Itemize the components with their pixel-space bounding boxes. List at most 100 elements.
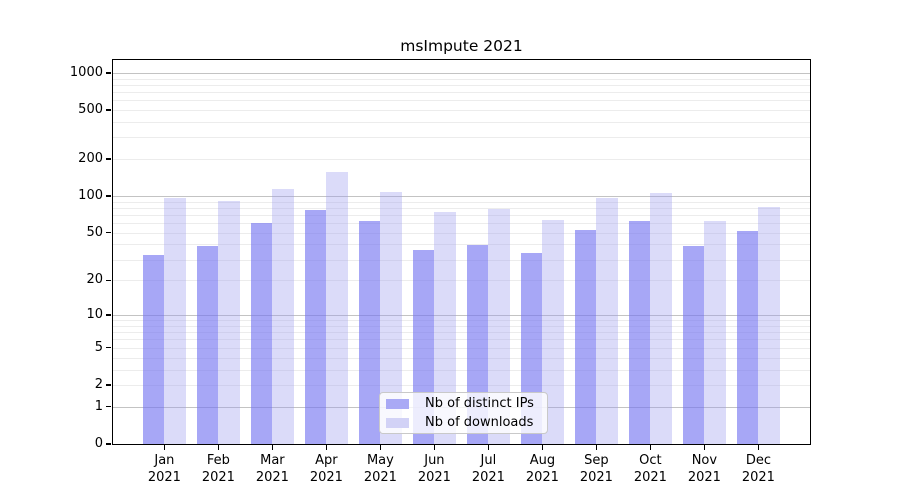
x-tick-mark	[217, 445, 220, 450]
y-tick-label: 10	[86, 307, 103, 323]
x-tick-label-jan: Jan 2021	[147, 453, 181, 485]
x-tick-label-mar: Mar 2021	[255, 453, 289, 485]
bar-downloads-jul	[488, 209, 510, 444]
legend-label: Nb of distinct IPs	[425, 396, 534, 411]
legend-item: Nb of downloads	[386, 413, 541, 432]
y-tick-mark	[106, 109, 111, 111]
gridline-major	[113, 72, 810, 74]
x-tick-label-sep: Sep 2021	[579, 453, 613, 485]
y-tick-label: 200	[78, 151, 103, 167]
x-tick-mark	[163, 445, 166, 450]
bar-ips-dec	[736, 230, 759, 444]
bar-ips-oct	[628, 221, 651, 444]
x-tick-mark	[595, 445, 598, 450]
bar-ips-jan	[142, 254, 165, 444]
y-tick-label: 1	[94, 398, 103, 414]
gridline-minor	[113, 339, 810, 341]
x-tick-label-aug: Aug 2021	[525, 453, 559, 485]
x-tick-label-jun: Jun 2021	[417, 453, 451, 485]
gridline-minor	[113, 84, 810, 86]
y-tick-mark	[106, 384, 111, 386]
gridline-minor	[113, 201, 810, 203]
gridline-minor	[113, 137, 810, 139]
x-tick-label-apr: Apr 2021	[309, 453, 343, 485]
y-tick-label: 20	[86, 272, 103, 288]
x-tick-label-jul: Jul 2021	[471, 453, 505, 485]
bar-downloads-mar	[272, 189, 294, 444]
legend-swatch-ips	[386, 398, 409, 409]
y-tick-label: 500	[78, 102, 103, 118]
bar-downloads-may	[380, 192, 402, 444]
x-tick-label-feb: Feb 2021	[201, 453, 235, 485]
bar-downloads-jun	[434, 212, 456, 444]
gridline-major	[113, 196, 810, 198]
gridline-minor	[113, 259, 810, 261]
x-tick-mark	[379, 445, 382, 450]
gridline-minor	[113, 121, 810, 123]
y-tick-mark	[106, 279, 111, 282]
legend-swatch-downloads	[386, 417, 409, 428]
bar-downloads-dec	[758, 206, 780, 444]
bar-downloads-sep	[596, 198, 618, 444]
y-tick-mark	[106, 406, 111, 408]
bar-downloads-jan	[164, 197, 186, 444]
bars-layer	[113, 60, 810, 444]
gridline-minor	[113, 325, 810, 327]
bar-downloads-apr	[326, 172, 348, 444]
bar-ips-mar	[250, 223, 273, 444]
bar-downloads-nov	[704, 221, 726, 444]
y-tick-label: 50	[86, 224, 103, 240]
bar-ips-feb	[196, 245, 219, 444]
plot-area: Nb of distinct IPs Nb of downloads	[112, 59, 811, 445]
legend-item: Nb of distinct IPs	[386, 394, 541, 413]
gridline-minor	[113, 320, 810, 322]
x-tick-label-may: May 2021	[363, 453, 397, 485]
x-tick-label-nov: Nov 2021	[687, 453, 721, 485]
y-tick-label: 0	[94, 436, 103, 451]
y-tick-label: 100	[78, 188, 103, 204]
y-tick-label: 5	[94, 339, 103, 355]
gridline-minor	[113, 347, 810, 349]
gridline-minor	[113, 91, 810, 93]
gridline-minor	[113, 280, 810, 282]
bar-ips-may	[358, 220, 381, 444]
y-tick-mark	[106, 72, 111, 74]
x-tick-mark	[325, 445, 328, 450]
y-tick-mark	[106, 443, 111, 445]
x-tick-label-oct: Oct 2021	[633, 453, 667, 485]
chart-title: msImpute 2021	[400, 37, 523, 55]
gridlines-layer	[113, 60, 810, 444]
legend-label: Nb of downloads	[425, 415, 534, 430]
bar-downloads-feb	[218, 201, 240, 444]
gridline-minor	[113, 244, 810, 246]
x-tick-mark	[487, 445, 490, 450]
x-tick-mark	[433, 445, 436, 450]
gridline-minor	[113, 369, 810, 371]
gridline-major	[113, 315, 810, 317]
x-tick-mark	[649, 445, 652, 450]
x-tick-mark	[541, 445, 544, 450]
bar-downloads-oct	[650, 192, 672, 444]
x-tick-label-dec: Dec 2021	[741, 453, 775, 485]
gridline-minor	[113, 223, 810, 225]
x-tick-mark	[703, 445, 706, 450]
y-tick-mark	[106, 347, 111, 349]
gridline-minor	[113, 159, 810, 161]
y-tick-mark	[106, 314, 111, 316]
y-tick-mark	[106, 195, 111, 197]
bar-ips-apr	[304, 209, 327, 444]
gridline-minor	[113, 78, 810, 80]
gridline-minor	[113, 110, 810, 112]
x-tick-mark	[271, 445, 274, 450]
bar-downloads-aug	[542, 219, 564, 444]
bar-ips-nov	[682, 245, 705, 444]
y-tick-label: 2	[94, 376, 103, 392]
gridline-minor	[113, 384, 810, 386]
gridline-minor	[113, 207, 810, 209]
y-tick-mark	[106, 158, 111, 160]
gridline-minor	[113, 100, 810, 102]
gridline-minor	[113, 332, 810, 334]
y-tick-label: 1000	[69, 64, 103, 80]
y-tick-mark	[106, 232, 111, 234]
